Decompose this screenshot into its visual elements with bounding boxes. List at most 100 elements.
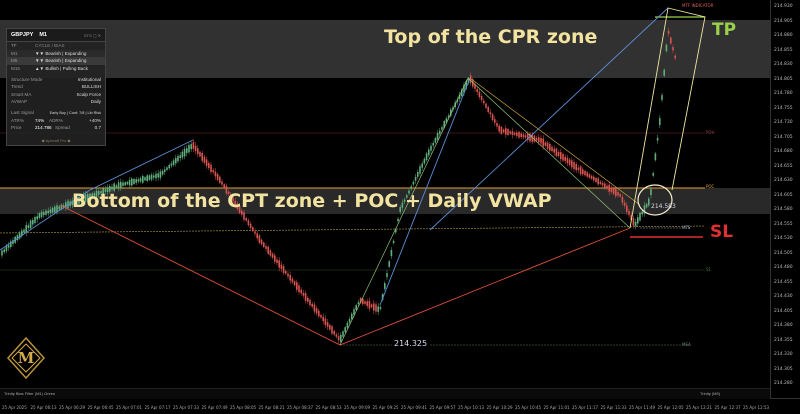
candle-body xyxy=(27,225,30,228)
time-axis-tick: 25 Apr 12:37 xyxy=(714,405,741,410)
candle-body xyxy=(474,84,476,89)
time-axis-tick: 25 Apr 07:49 xyxy=(201,405,228,410)
candle-body xyxy=(89,193,91,199)
candle-body xyxy=(403,199,406,203)
logo-letter: M xyxy=(18,349,35,367)
info-row-label: AVWAP xyxy=(11,99,28,105)
candle-body xyxy=(461,89,463,97)
spread-label: Spread xyxy=(55,125,70,131)
candle-body xyxy=(45,210,47,215)
mtf-indicator-tag: MTF INDICATOR xyxy=(682,3,714,8)
time-axis[interactable]: 25 Apr 2025 25 Apr 06:13 25 Apr 06:29 25 Ap… xyxy=(0,398,800,414)
candle-body xyxy=(498,125,500,132)
candle-body xyxy=(436,132,439,140)
candle-body xyxy=(208,162,210,168)
candle-body xyxy=(276,259,278,263)
candle-body xyxy=(362,298,364,305)
candle-body xyxy=(71,200,74,206)
time-axis-tick: 25 Apr 12:05 xyxy=(657,405,684,410)
price-axis-tick: 214.355 xyxy=(774,337,793,343)
candle-body xyxy=(434,138,437,143)
candle-body xyxy=(21,230,23,236)
candle-body xyxy=(324,318,327,326)
candle-body xyxy=(58,206,60,210)
info-row-value: Daily xyxy=(90,99,101,105)
candle-body xyxy=(128,179,131,186)
price-axis-tick: 214.780 xyxy=(774,91,793,96)
candle-body xyxy=(632,218,635,226)
candle-body xyxy=(505,128,507,135)
s1-tag: S1 xyxy=(706,267,712,272)
candle-body xyxy=(496,123,498,127)
info-row-label: Structure Mode xyxy=(11,76,43,82)
candle-body xyxy=(313,304,316,312)
time-axis-tick: 25 Apr 06:29 xyxy=(59,405,86,410)
candle-body xyxy=(469,75,472,83)
panel-window-controls[interactable]: STS ▢ ✕ xyxy=(83,32,101,38)
price-axis-tick: 214.630 xyxy=(774,178,793,183)
candle-body xyxy=(412,181,415,185)
msa-tag: MSA xyxy=(682,342,691,347)
candle-body xyxy=(406,195,408,198)
candle-body xyxy=(340,334,342,342)
candle-body xyxy=(236,203,239,209)
candle-body xyxy=(98,191,100,195)
time-axis-tick: 25 Apr 12:21 xyxy=(686,405,713,410)
price-plot[interactable] xyxy=(0,0,770,398)
candle-body xyxy=(164,169,166,172)
price-axis[interactable]: 214.930 214.905 214.880 214.855 214.830 214.8… xyxy=(770,0,800,398)
annotation-bottom-cpt: Bottom of the CPT zone + POC + Daily VWA… xyxy=(72,190,552,212)
candle-body xyxy=(159,171,162,178)
mtf-row-state: ▼▼ Bearish | Expanding xyxy=(35,50,87,56)
candle-body xyxy=(243,212,245,220)
candle-body xyxy=(51,207,54,213)
candle-body xyxy=(445,118,448,123)
price-axis-tick: 214.555 xyxy=(774,221,793,227)
candle-body xyxy=(663,69,665,76)
candle-body xyxy=(3,249,5,253)
price-axis-tick: 214.680 xyxy=(774,149,793,154)
time-axis-tick: 25 Apr 2025 xyxy=(2,405,27,410)
candle-body xyxy=(560,152,562,160)
candle-body xyxy=(502,129,505,133)
candle-body xyxy=(377,306,379,312)
candle-body xyxy=(672,47,674,51)
candle-body xyxy=(278,260,280,268)
candle-body xyxy=(608,184,610,192)
indicator-panel[interactable]: GBPJPY M1 STS ▢ ✕ TF CYCLE / BIAS M1 ▼▼ Bea… xyxy=(6,28,106,146)
candle-body xyxy=(392,240,395,244)
candle-body xyxy=(542,138,544,147)
candle-body xyxy=(667,30,670,34)
candle-body xyxy=(287,273,289,277)
candle-body xyxy=(511,131,514,135)
candle-body xyxy=(615,188,617,197)
candle-body xyxy=(654,153,657,161)
candle-body xyxy=(161,170,164,175)
candle-body xyxy=(153,175,155,178)
candle-body xyxy=(619,194,621,197)
candle-body xyxy=(575,164,577,171)
annotation-top-cpr: Top of the CPR zone xyxy=(384,26,598,48)
time-axis-tick: 25 Apr 07:17 xyxy=(144,405,171,410)
candle-body xyxy=(234,200,236,205)
candle-body xyxy=(315,308,318,314)
annotation-sl: SL xyxy=(710,222,734,242)
candle-body xyxy=(509,131,511,134)
candle-body xyxy=(566,157,569,164)
price-axis-tick: 214.805 xyxy=(774,76,793,82)
panel-footer[interactable]: ◆ Apexalt Pro ◆ xyxy=(41,138,71,143)
candle-body xyxy=(188,144,190,153)
candle-body xyxy=(531,134,533,142)
candle-body xyxy=(214,171,217,177)
panel-header: GBPJPY M1 STS ▢ ✕ xyxy=(7,29,105,42)
candle-body xyxy=(43,212,45,216)
candle-body xyxy=(626,205,628,212)
candle-body xyxy=(546,142,549,149)
candle-body xyxy=(375,304,377,312)
candle-body xyxy=(144,177,146,181)
time-axis-tick: 25 Apr 11:33 xyxy=(600,405,627,410)
candle-body xyxy=(216,173,219,180)
candle-body xyxy=(142,175,144,183)
candle-body xyxy=(212,170,214,173)
